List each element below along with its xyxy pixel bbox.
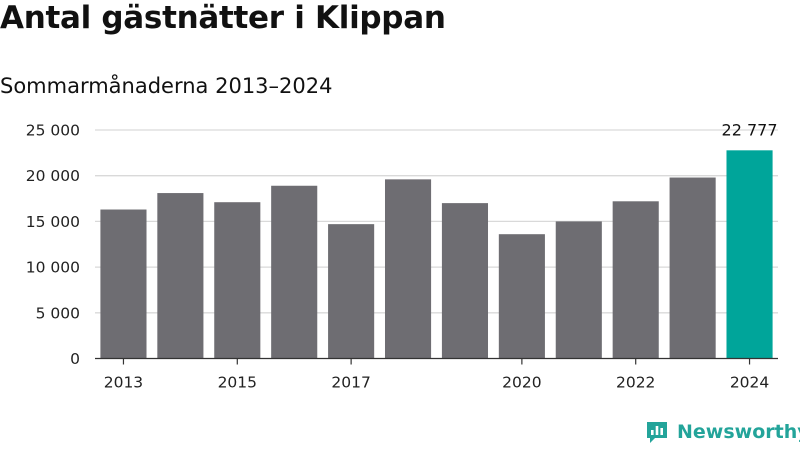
x-axis: 2013 2015 2017 2020 2022 2024 [95, 357, 778, 392]
x-tick-label: 2022 [616, 374, 655, 392]
bars [100, 150, 773, 359]
y-tick-label: 5 000 [36, 304, 80, 322]
bar-2017 [328, 224, 375, 359]
bar-2023 [669, 177, 716, 359]
y-axis-tick-labels: 0 5 000 10 000 15 000 20 000 25 000 [26, 122, 80, 369]
brand-name: Newsworthy [677, 421, 800, 443]
x-tick-label: 2020 [502, 374, 541, 392]
newsworthy-logo-icon [647, 422, 667, 443]
y-tick-label: 20 000 [26, 167, 80, 185]
bar-2020 [498, 234, 545, 359]
x-tick-label: 2013 [104, 374, 143, 392]
y-tick-label: 10 000 [26, 259, 80, 277]
page-title: Antal gästnätter i Klippan [0, 0, 446, 36]
bar-2018 [384, 179, 432, 359]
brand-logo: Newsworthy [645, 420, 800, 444]
y-tick-label: 0 [70, 350, 80, 368]
x-tick-label: 2017 [331, 374, 370, 392]
bar-2015 [214, 202, 261, 359]
bar-2019 [441, 203, 489, 359]
gridlines [95, 129, 778, 314]
x-tick-label: 2024 [730, 374, 769, 392]
bar-2016 [271, 185, 318, 359]
y-tick-label: 15 000 [26, 213, 80, 231]
bar-2021 [555, 221, 602, 359]
x-tick-label: 2015 [218, 374, 257, 392]
data-labels: 22 777 [722, 120, 778, 139]
data-label: 22 777 [722, 120, 778, 139]
bar-2022 [612, 201, 659, 359]
bar-2014 [157, 193, 204, 359]
bar-2013 [100, 209, 147, 359]
y-tick-label: 25 000 [26, 122, 80, 140]
page-subtitle: Sommarmånaderna 2013–2024 [0, 74, 333, 98]
bar-2024 [726, 150, 773, 359]
